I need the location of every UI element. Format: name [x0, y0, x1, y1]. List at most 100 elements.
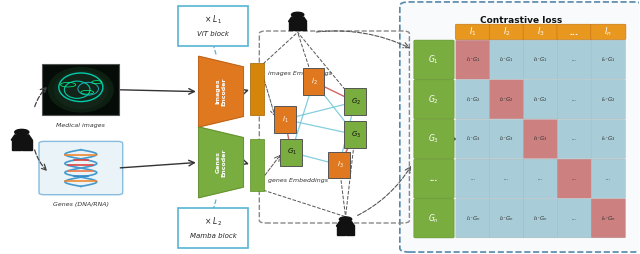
Polygon shape [22, 140, 31, 150]
Text: $I_3\!\cdot\!G_3$: $I_3\!\cdot\!G_3$ [533, 135, 548, 144]
Text: genes Embeddings: genes Embeddings [268, 178, 328, 183]
Polygon shape [337, 222, 355, 226]
Polygon shape [289, 22, 297, 30]
FancyBboxPatch shape [177, 6, 248, 46]
Text: $I_2\!\cdot\!G_n$: $I_2\!\cdot\!G_n$ [499, 214, 514, 223]
FancyBboxPatch shape [328, 151, 350, 178]
Text: ...: ... [572, 97, 577, 102]
Text: $I_2\!\cdot\!G_2$: $I_2\!\cdot\!G_2$ [499, 95, 514, 104]
Text: Genes
Encoder: Genes Encoder [216, 148, 227, 177]
Circle shape [291, 12, 304, 17]
FancyBboxPatch shape [557, 199, 592, 238]
FancyBboxPatch shape [250, 63, 264, 115]
Text: $I_1\!\cdot\!G_3$: $I_1\!\cdot\!G_3$ [465, 135, 480, 144]
Text: $G_3$: $G_3$ [351, 130, 361, 140]
Ellipse shape [54, 71, 108, 108]
Text: $I_1\!\cdot\!G_1$: $I_1\!\cdot\!G_1$ [465, 55, 480, 64]
Text: $I_n\!\cdot\!G_n$: $I_n\!\cdot\!G_n$ [601, 214, 616, 223]
FancyBboxPatch shape [456, 119, 490, 158]
Text: ...: ... [570, 27, 579, 37]
Text: $I_3\!\cdot\!G_1$: $I_3\!\cdot\!G_1$ [533, 55, 548, 64]
Polygon shape [289, 17, 307, 22]
FancyBboxPatch shape [591, 80, 625, 119]
Text: $I_2$: $I_2$ [311, 76, 318, 87]
FancyBboxPatch shape [490, 159, 524, 198]
Text: ...: ... [572, 176, 577, 181]
FancyBboxPatch shape [400, 2, 640, 252]
Text: $I_3$: $I_3$ [337, 160, 344, 170]
Text: $G_n$: $G_n$ [428, 212, 439, 225]
FancyBboxPatch shape [414, 40, 454, 79]
FancyBboxPatch shape [303, 68, 324, 95]
FancyBboxPatch shape [489, 24, 524, 40]
FancyBboxPatch shape [524, 40, 558, 79]
Text: $I_1\!\cdot\!G_n$: $I_1\!\cdot\!G_n$ [465, 214, 481, 223]
FancyBboxPatch shape [177, 208, 248, 248]
Polygon shape [298, 22, 306, 30]
FancyBboxPatch shape [591, 119, 625, 158]
Text: $I_1$: $I_1$ [282, 114, 289, 124]
FancyBboxPatch shape [591, 159, 625, 198]
Polygon shape [12, 135, 32, 140]
FancyBboxPatch shape [591, 40, 625, 79]
FancyBboxPatch shape [280, 139, 302, 166]
FancyBboxPatch shape [490, 199, 524, 238]
FancyBboxPatch shape [490, 40, 524, 79]
FancyBboxPatch shape [456, 24, 490, 40]
FancyBboxPatch shape [344, 121, 366, 148]
Ellipse shape [49, 68, 113, 112]
Text: $\times$ $L_1$: $\times$ $L_1$ [204, 13, 222, 26]
Text: $I_1\!\cdot\!G_2$: $I_1\!\cdot\!G_2$ [466, 95, 480, 104]
FancyBboxPatch shape [591, 24, 626, 40]
Text: $G_2$: $G_2$ [428, 93, 439, 106]
Text: Images
Encoder: Images Encoder [216, 77, 227, 106]
FancyBboxPatch shape [39, 141, 123, 195]
FancyBboxPatch shape [414, 159, 454, 198]
FancyBboxPatch shape [523, 24, 558, 40]
Text: $I_3$: $I_3$ [537, 26, 545, 38]
Text: $I_n$: $I_n$ [604, 26, 612, 38]
Text: Medical images: Medical images [56, 123, 105, 128]
Text: ...: ... [605, 176, 611, 181]
Text: $I_1$: $I_1$ [469, 26, 477, 38]
FancyBboxPatch shape [414, 80, 454, 119]
Text: ...: ... [572, 136, 577, 141]
FancyBboxPatch shape [557, 159, 592, 198]
Text: images Embeddings: images Embeddings [268, 71, 332, 76]
Text: $I_2$: $I_2$ [503, 26, 511, 38]
Text: ...: ... [504, 176, 509, 181]
Circle shape [339, 217, 351, 222]
FancyBboxPatch shape [490, 80, 524, 119]
FancyBboxPatch shape [414, 119, 454, 158]
FancyBboxPatch shape [344, 88, 366, 115]
Text: $\times$ $L_2$: $\times$ $L_2$ [204, 215, 222, 228]
Polygon shape [337, 226, 345, 235]
FancyBboxPatch shape [456, 40, 490, 79]
FancyBboxPatch shape [557, 24, 592, 40]
Polygon shape [346, 226, 354, 235]
Text: $G_1$: $G_1$ [428, 53, 439, 66]
Text: ...: ... [572, 57, 577, 62]
FancyBboxPatch shape [250, 139, 264, 191]
Text: $I_3\!\cdot\!G_2$: $I_3\!\cdot\!G_2$ [533, 95, 548, 104]
Text: $G_2$: $G_2$ [351, 97, 361, 107]
FancyBboxPatch shape [456, 199, 490, 238]
FancyBboxPatch shape [557, 80, 592, 119]
Text: $I_n\!\cdot\!G_2$: $I_n\!\cdot\!G_2$ [601, 95, 616, 104]
FancyBboxPatch shape [490, 119, 524, 158]
Text: Contrastive loss: Contrastive loss [480, 16, 563, 25]
Text: ViT block: ViT block [197, 31, 229, 37]
FancyBboxPatch shape [524, 80, 558, 119]
Text: ...: ... [572, 216, 577, 221]
Text: Mamba block: Mamba block [189, 233, 236, 239]
Text: ...: ... [470, 176, 476, 181]
FancyBboxPatch shape [524, 199, 558, 238]
Text: ...: ... [538, 176, 543, 181]
Text: ...: ... [429, 174, 438, 183]
FancyBboxPatch shape [591, 199, 625, 238]
Polygon shape [12, 140, 21, 150]
FancyBboxPatch shape [42, 64, 120, 115]
Text: $I_n\!\cdot\!G_1$: $I_n\!\cdot\!G_1$ [601, 55, 616, 64]
Circle shape [15, 129, 29, 135]
FancyBboxPatch shape [456, 159, 490, 198]
